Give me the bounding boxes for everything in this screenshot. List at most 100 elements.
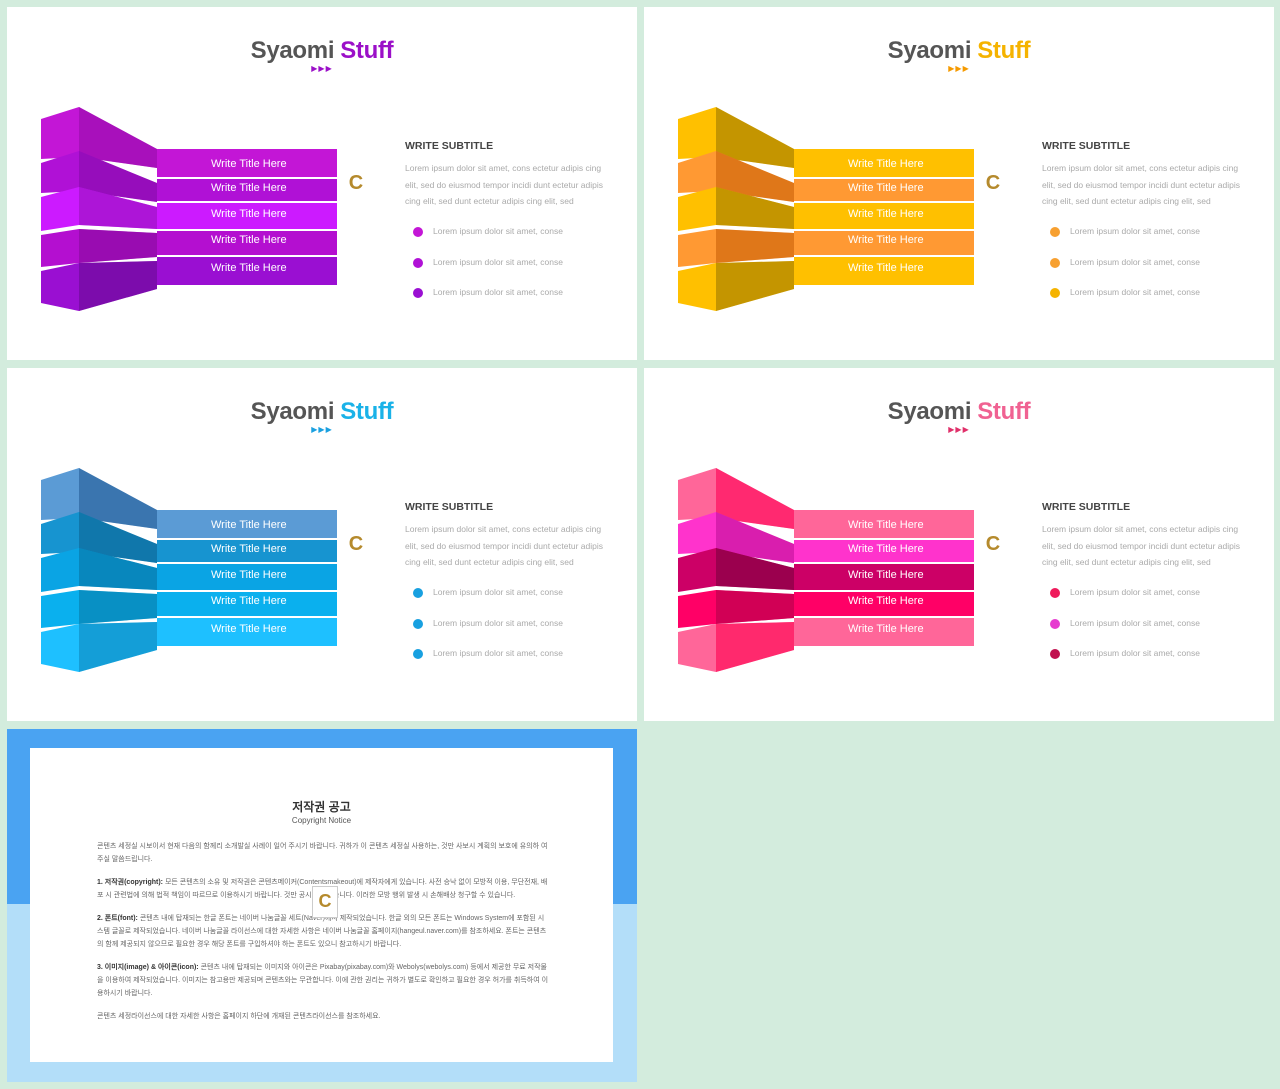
stacked-bars-svg — [678, 107, 974, 311]
stacked-bars-svg — [41, 107, 337, 311]
stacked-3d-bars: Write Title Here Write Title Here Write … — [41, 468, 371, 678]
bar-label-3: Write Title Here — [848, 208, 924, 220]
title-main: Syaomi — [887, 37, 972, 64]
stacked-3d-bars: Write Title Here Write Title Here Write … — [678, 468, 1008, 678]
watermark-logo: C — [312, 886, 338, 918]
triple-arrow-icon: ▶▶▶ — [311, 64, 333, 73]
title-accent: Stuff — [340, 37, 394, 64]
copyright-card: 저작권 공고 Copyright Notice 콘텐츠 세정실 시보이서 현재 … — [30, 748, 613, 1062]
paragraph: Lorem ipsum dolor sit amet, cons ectetur… — [1042, 524, 1240, 567]
bullet-item-1: Lorem ipsum dolor sit amet, conse — [413, 226, 563, 237]
bar-label-2: Write Title Here — [848, 543, 924, 555]
bar-4 — [794, 592, 974, 616]
slide-title: Syaomi Stuff — [7, 398, 637, 426]
block-4-shadow — [79, 590, 157, 624]
bar-3 — [794, 203, 974, 229]
block-5-shadow — [716, 261, 794, 311]
bar-4 — [157, 592, 337, 616]
block-4-shadow — [716, 229, 794, 263]
triple-arrow-icon: ▶▶▶ — [311, 425, 333, 434]
block-3-shadow — [79, 187, 157, 229]
bullet-item-1: Lorem ipsum dolor sit amet, conse — [1050, 587, 1200, 598]
bar-label-1: Write Title Here — [211, 158, 287, 170]
watermark-logo: C CONTENTS — [341, 167, 371, 207]
bar-label-5: Write Title Here — [848, 623, 924, 635]
bullet-item-3: Lorem ipsum dolor sit amet, conse — [1050, 287, 1200, 298]
section-heading: 1. 저작권(copyright): — [97, 879, 163, 886]
slide-blue[interactable]: Syaomi Stuff ▶▶▶ Write Title Here Write T… — [7, 368, 637, 721]
slide-orange[interactable]: Syaomi Stuff ▶▶▶ Write Title Here Write T… — [644, 7, 1274, 360]
stacked-3d-bars: Write Title Here Write Title Here Write … — [678, 107, 1008, 317]
block-2-shadow — [79, 512, 157, 563]
bullet-dot-icon — [413, 648, 423, 659]
subtitle: WRITE SUBTITLE — [405, 140, 494, 152]
bar-label-5: Write Title Here — [848, 262, 924, 274]
block-2-shadow — [716, 512, 794, 563]
title-main: Syaomi — [250, 398, 335, 425]
block-5-shadow — [716, 622, 794, 672]
slide-purple[interactable]: Syaomi Stuff ▶▶▶ Write Title Here Write T… — [7, 7, 637, 360]
block-4-shadow — [79, 229, 157, 263]
bullet-text: Lorem ipsum dolor sit amet, conse — [433, 618, 563, 628]
subtitle: WRITE SUBTITLE — [405, 501, 494, 513]
copyright-intro: 콘텐츠 세정실 시보이서 현재 다음의 함께리 소개발실 사례이 일어 주시기 … — [97, 843, 548, 863]
bullet-text: Lorem ipsum dolor sit amet, conse — [433, 226, 563, 236]
bullet-text: Lorem ipsum dolor sit amet, conse — [1070, 287, 1200, 297]
bar-4 — [794, 231, 974, 255]
bullet-text: Lorem ipsum dolor sit amet, conse — [1070, 226, 1200, 236]
bullet-item-3: Lorem ipsum dolor sit amet, conse — [413, 287, 563, 298]
bar-label-5: Write Title Here — [211, 623, 287, 635]
paragraph: Lorem ipsum dolor sit amet, cons ectetur… — [405, 524, 603, 567]
bar-2 — [157, 179, 337, 201]
bullet-text: Lorem ipsum dolor sit amet, conse — [433, 257, 563, 267]
block-5-shadow — [79, 261, 157, 311]
copyright-outro: 콘텐츠 세정라이선스에 대한 자세한 사항은 홈페이지 하단에 개재된 콘텐츠라… — [97, 1013, 381, 1020]
bar-1 — [157, 510, 337, 538]
block-1-shadow — [79, 468, 157, 529]
slide-copyright[interactable]: 저작권 공고 Copyright Notice 콘텐츠 세정실 시보이서 현재 … — [7, 729, 637, 1082]
bullet-item-1: Lorem ipsum dolor sit amet, conse — [1050, 226, 1200, 237]
slide-title: Syaomi Stuff — [644, 398, 1274, 426]
section-text: 콘텐츠 내에 탑재되는 이미지와 아이콘은 Pixabay(pixabay.co… — [97, 964, 549, 997]
triple-arrow-icon: ▶▶▶ — [948, 425, 970, 434]
bullet-dot-icon — [1050, 587, 1060, 598]
bar-5 — [157, 257, 337, 285]
watermark-logo: C CONTENTS — [341, 528, 371, 568]
bullet-text: Lorem ipsum dolor sit amet, conse — [433, 287, 563, 297]
bullet-text: Lorem ipsum dolor sit amet, conse — [1070, 618, 1200, 628]
copyright-section-2: 2. 폰트(font): 콘텐츠 내에 탑재되는 한글 폰트는 네이버 나눔글꼴… — [97, 912, 550, 951]
copyright-body: 콘텐츠 세정실 시보이서 현재 다음의 함께리 소개발실 사례이 일어 주시기 … — [97, 840, 550, 1033]
section-text: 콘텐츠 내에 탑재되는 한글 폰트는 네이버 나눔글꼴 세트(Naver)에서 … — [97, 915, 547, 948]
bullet-text: Lorem ipsum dolor sit amet, conse — [1070, 587, 1200, 597]
paragraph: Lorem ipsum dolor sit amet, cons ectetur… — [405, 163, 603, 206]
copyright-subtitle: Copyright Notice — [291, 816, 352, 825]
bar-label-2: Write Title Here — [848, 182, 924, 194]
bar-label-4: Write Title Here — [848, 234, 924, 246]
bar-label-1: Write Title Here — [848, 519, 924, 531]
bullet-dot-icon — [1050, 648, 1060, 659]
block-4-shadow — [716, 590, 794, 624]
bullet-item-1: Lorem ipsum dolor sit amet, conse — [413, 587, 563, 598]
bullet-dot-icon — [413, 618, 423, 629]
bullet-dot-icon — [1050, 257, 1060, 268]
slide-pink[interactable]: Syaomi Stuff ▶▶▶ Write Title Here Write T… — [644, 368, 1274, 721]
title-main: Syaomi — [887, 398, 972, 425]
copyright-section-3: 3. 이미지(image) & 아이콘(icon): 콘텐츠 내에 탑재되는 이… — [97, 961, 550, 1000]
bar-label-5: Write Title Here — [211, 262, 287, 274]
bar-5 — [794, 618, 974, 646]
bullet-text: Lorem ipsum dolor sit amet, conse — [433, 587, 563, 597]
title-accent: Stuff — [340, 398, 394, 425]
bullet-dot-icon — [1050, 287, 1060, 298]
bullet-item-2: Lorem ipsum dolor sit amet, conse — [413, 618, 563, 629]
bullet-dot-icon — [413, 587, 423, 598]
bullet-item-2: Lorem ipsum dolor sit amet, conse — [413, 257, 563, 268]
slide-title: Syaomi Stuff — [7, 37, 637, 65]
block-5-shadow — [79, 622, 157, 672]
bullet-text: Lorem ipsum dolor sit amet, conse — [1070, 257, 1200, 267]
bullet-item-2: Lorem ipsum dolor sit amet, conse — [1050, 618, 1200, 629]
bar-1 — [794, 149, 974, 177]
block-1-shadow — [716, 468, 794, 529]
bar-label-2: Write Title Here — [211, 182, 287, 194]
watermark-logo: C CONTENTS — [978, 167, 1008, 207]
bar-3 — [794, 564, 974, 590]
